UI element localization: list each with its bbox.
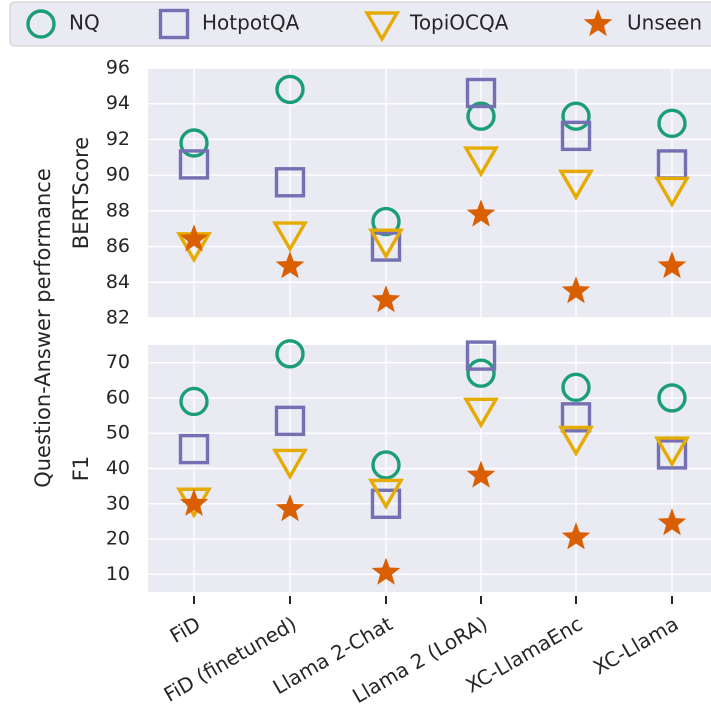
point-hotpotqa-xc-llamaenc xyxy=(560,120,592,152)
point-hotpotqa-xc-llamaenc xyxy=(560,402,592,433)
y-tick-label: 94 xyxy=(106,92,130,114)
y-tick-label: 30 xyxy=(106,492,130,514)
point-nq-llama-2-chat xyxy=(371,450,401,480)
point-unseen-llama-2-chat xyxy=(371,557,401,585)
point-unseen-fid-finetuned xyxy=(275,251,305,279)
point-unseen-xc-llama xyxy=(657,251,687,279)
point-hotpotqa-llama-2-chat xyxy=(370,488,402,519)
point-nq-fid xyxy=(179,386,209,417)
point-nq-xc-llama xyxy=(657,383,687,413)
y-tick-label: 20 xyxy=(106,528,130,550)
point-nq-xc-llamaenc xyxy=(561,372,591,403)
point-topiocqa-fid-finetuned xyxy=(272,448,308,480)
legend-marker-topiocqa xyxy=(364,11,400,43)
point-unseen-xc-llamaenc xyxy=(561,276,591,304)
point-hotpotqa-fid-finetuned xyxy=(274,167,306,198)
y-tick-label: 90 xyxy=(106,164,130,186)
y-tick-label: 86 xyxy=(106,235,130,257)
legend-marker-unseen xyxy=(583,9,613,37)
point-unseen-llama-2-lora xyxy=(466,199,496,227)
point-hotpotqa-fid xyxy=(178,149,210,180)
point-unseen-xc-llamaenc xyxy=(561,522,591,550)
y-tick-label: 60 xyxy=(106,386,130,408)
panel-f1: 10 20 30 40 50 60 70 F1 xyxy=(69,339,711,592)
legend-marker-hotpotqa xyxy=(158,8,190,40)
plot-background xyxy=(148,68,711,318)
y-tick-label: 82 xyxy=(106,307,130,329)
panel-y-label: F1 xyxy=(69,456,93,481)
figure-y-label: Question-Answer performance xyxy=(31,168,55,488)
point-unseen-xc-llama xyxy=(657,508,687,536)
y-tick-label: 10 xyxy=(106,563,130,585)
legend-label-hotpotqa: HotpotQA xyxy=(202,11,300,35)
point-topiocqa-fid-finetuned xyxy=(272,221,308,253)
legend-label-topiocqa: TopiOCQA xyxy=(409,11,509,35)
plot-panels: 82 84 86 88 90 92 94 96 BERTScore 10 20 30 40 50 60 70 F… xyxy=(69,57,711,592)
legend-marker-nq xyxy=(26,9,56,39)
point-nq-xc-llamaenc xyxy=(561,101,591,131)
point-hotpotqa-fid xyxy=(178,433,210,465)
point-topiocqa-xc-llamaenc xyxy=(558,425,594,457)
legend-label-unseen: Unseen xyxy=(627,11,702,35)
legend-label-nq: NQ xyxy=(69,11,100,35)
point-topiocqa-llama-2-lora xyxy=(463,397,499,429)
y-tick-label: 40 xyxy=(106,457,130,479)
legend: NQ HotpotQA TopiOCQA Unseen xyxy=(9,1,711,47)
point-hotpotqa-llama-2-chat xyxy=(370,231,402,262)
point-topiocqa-xc-llama xyxy=(654,176,690,208)
y-tick-label: 88 xyxy=(106,199,130,221)
panel-bertscore: 82 84 86 88 90 92 94 96 BERTScore xyxy=(69,57,711,329)
x-category-label-xc-llama: XC-Llama xyxy=(589,612,683,680)
point-nq-llama-2-lora xyxy=(466,101,496,131)
x-category-label-fid: FiD xyxy=(166,612,205,648)
point-topiocqa-xc-llamaenc xyxy=(558,169,594,201)
point-topiocqa-llama-2-chat xyxy=(368,478,404,510)
y-tick-label: 50 xyxy=(106,422,130,444)
point-nq-llama-2-lora xyxy=(466,358,496,388)
point-nq-fid-finetuned xyxy=(275,339,305,369)
point-nq-fid xyxy=(179,128,209,158)
y-tick-label: 96 xyxy=(106,57,130,79)
point-hotpotqa-llama-2-lora xyxy=(465,340,497,371)
point-nq-fid-finetuned xyxy=(275,74,305,105)
point-topiocqa-llama-2-chat xyxy=(368,228,404,260)
legend-box xyxy=(9,1,711,47)
point-nq-xc-llama xyxy=(657,108,687,139)
point-unseen-fid xyxy=(179,488,209,516)
point-hotpotqa-fid-finetuned xyxy=(274,405,306,437)
panel-y-label: BERTScore xyxy=(69,137,93,249)
y-tick-label: 92 xyxy=(106,128,130,150)
point-topiocqa-llama-2-lora xyxy=(463,146,499,178)
y-tick-label: 84 xyxy=(106,271,130,293)
point-unseen-fid xyxy=(179,224,209,252)
point-hotpotqa-llama-2-lora xyxy=(465,77,497,109)
y-tick-label: 70 xyxy=(106,351,130,373)
point-unseen-llama-2-lora xyxy=(466,460,496,488)
point-topiocqa-xc-llama xyxy=(654,436,690,468)
point-unseen-fid-finetuned xyxy=(275,494,305,522)
point-unseen-llama-2-chat xyxy=(371,285,401,313)
point-hotpotqa-xc-llama xyxy=(656,439,688,470)
